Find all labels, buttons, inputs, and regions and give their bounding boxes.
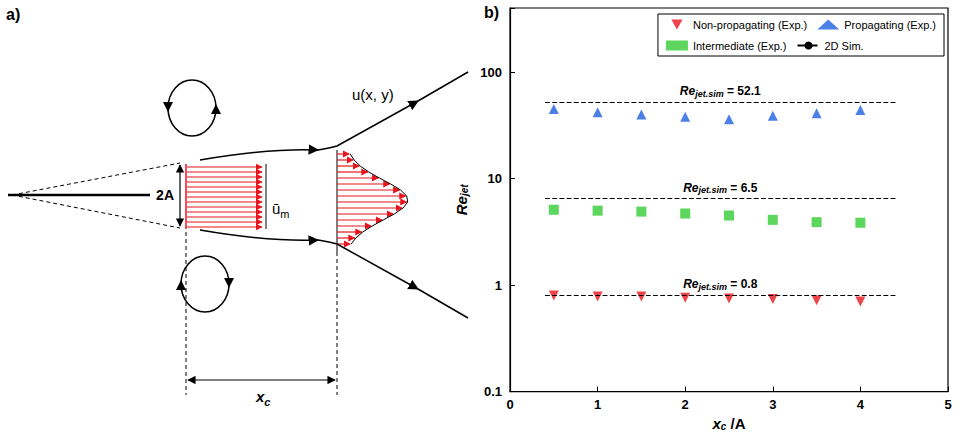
svg-text:/A: /A [726, 415, 745, 432]
svg-text:= 0.8: = 0.8 [727, 277, 758, 291]
svg-text:Re: Re [453, 196, 470, 215]
svg-text:ūm: ūm [272, 200, 290, 220]
html-text:xc: xc [712, 414, 727, 432]
svg-text:Intermediate (Exp.): Intermediate (Exp.) [693, 40, 787, 52]
svg-text:0: 0 [506, 397, 513, 412]
svg-text:2A: 2A [156, 187, 174, 203]
svg-text:= 6.5: = 6.5 [727, 181, 758, 195]
svg-text:jet.sim: jet.sim [697, 282, 727, 292]
svg-text:u(x, y): u(x, y) [352, 86, 394, 103]
svg-text:2: 2 [682, 397, 689, 412]
svg-text:2D Sim.: 2D Sim. [824, 40, 863, 52]
svg-text:xc: xc [255, 388, 270, 408]
svg-text:Propagating (Exp.): Propagating (Exp.) [844, 19, 936, 31]
svg-text:jet: jet [459, 184, 470, 198]
svg-text:1: 1 [495, 278, 502, 293]
svg-text:jet.sim: jet.sim [694, 89, 724, 99]
svg-text:1: 1 [594, 397, 601, 412]
svg-text:jet.sim: jet.sim [697, 185, 727, 195]
svg-text:0.1: 0.1 [484, 384, 502, 399]
html-text:b): b) [484, 4, 500, 21]
svg-text:4: 4 [857, 397, 865, 412]
svg-text:= 52.1: = 52.1 [724, 84, 761, 98]
svg-text:100: 100 [480, 65, 502, 80]
svg-text:5: 5 [944, 397, 951, 412]
svg-text:a): a) [6, 6, 20, 23]
svg-text:3: 3 [769, 397, 776, 412]
svg-text:10: 10 [488, 171, 502, 186]
svg-text:Re: Re [683, 277, 699, 291]
svg-text:Re: Re [680, 84, 696, 98]
svg-text:Non-propagating (Exp.): Non-propagating (Exp.) [693, 19, 807, 31]
svg-text:Re: Re [683, 181, 699, 195]
